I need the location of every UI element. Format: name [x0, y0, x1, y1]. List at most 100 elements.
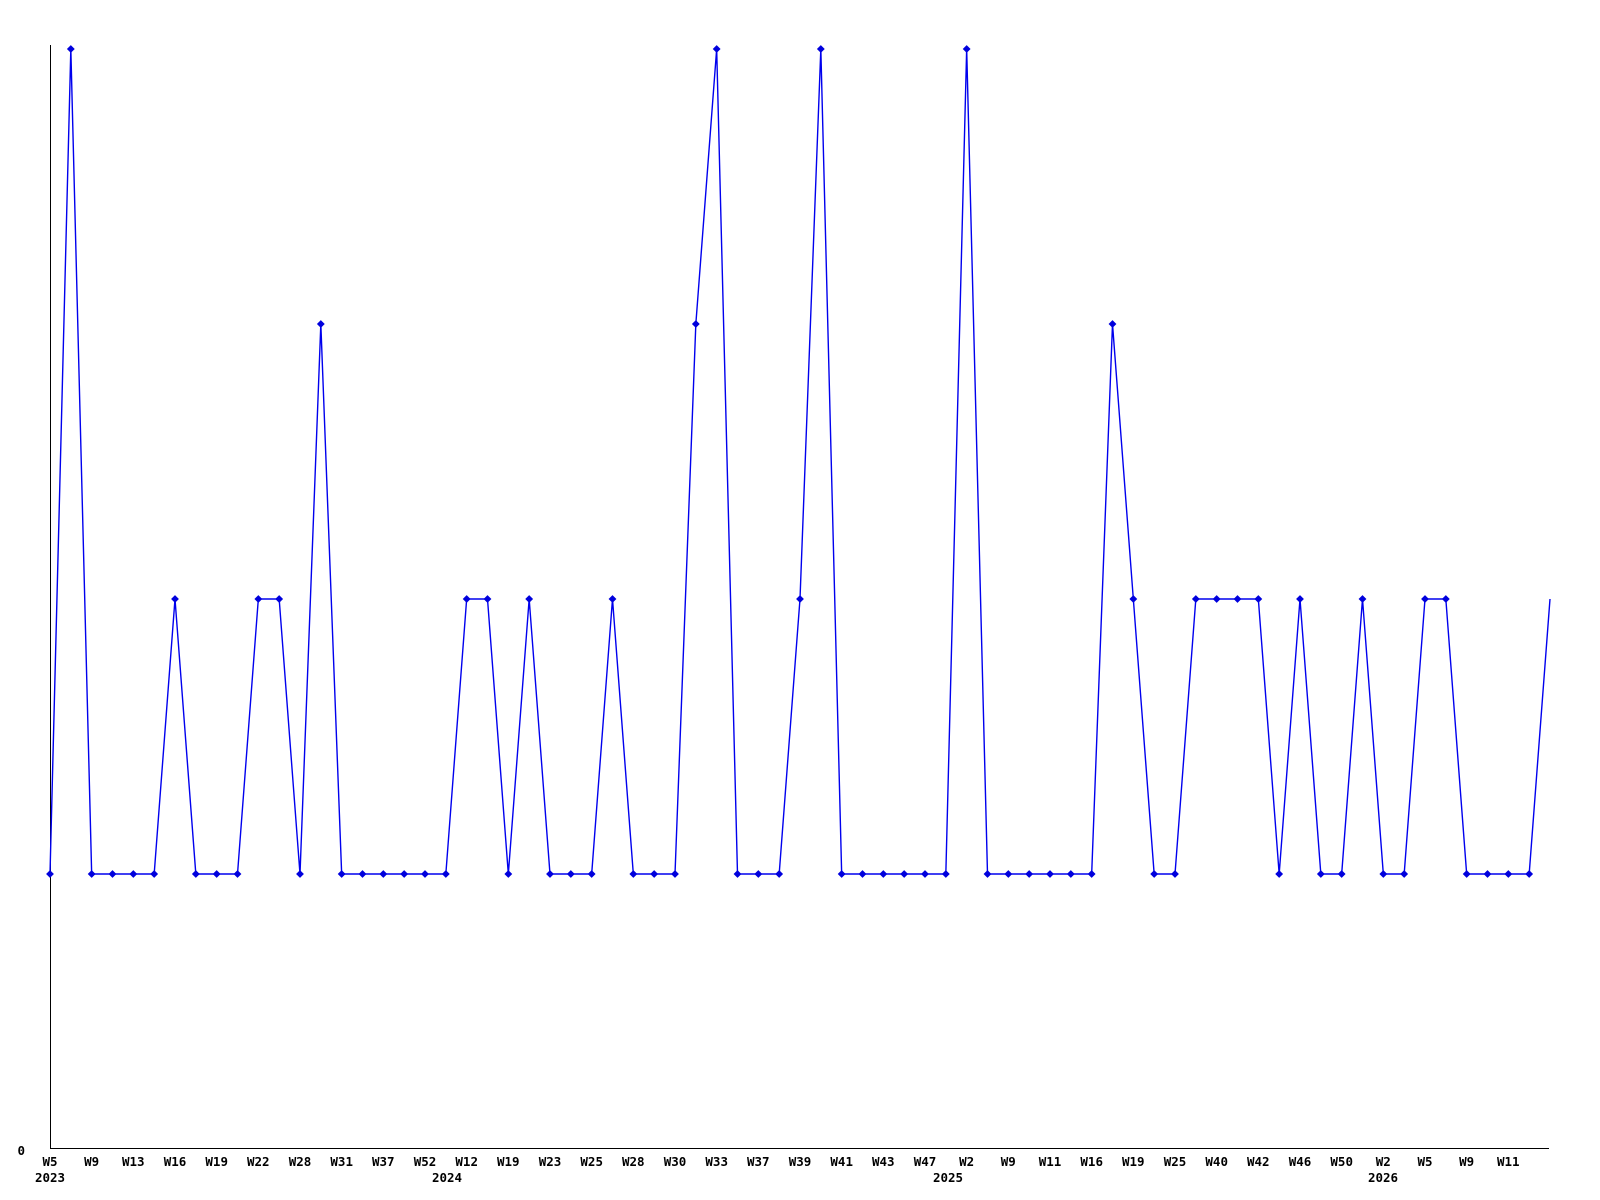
data-point-marker	[816, 45, 825, 53]
x-tick-label: W5	[42, 1154, 58, 1169]
data-point-marker	[1025, 870, 1034, 878]
data-point-marker	[1316, 870, 1325, 878]
x-tick-label: W33	[705, 1154, 728, 1169]
x-tick-label: W42	[1247, 1154, 1270, 1169]
x-tick-label: W25	[1163, 1154, 1187, 1169]
x-tick-label: W47	[913, 1154, 937, 1169]
x-tick-label: W19	[205, 1154, 228, 1169]
data-point-marker	[462, 595, 471, 603]
x-tick-label: W9	[84, 1154, 100, 1169]
x-tick-label: W28	[622, 1154, 645, 1169]
data-point-marker	[1296, 595, 1304, 603]
data-point-marker	[1421, 595, 1429, 603]
x-tick-label: W37	[372, 1154, 395, 1169]
year-label: 2024	[431, 1170, 463, 1185]
x-tick-label: W11	[1497, 1154, 1520, 1169]
y-axis-origin-label: 0	[17, 1143, 25, 1158]
data-point-marker	[191, 870, 200, 878]
x-tick-label: W16	[1080, 1154, 1103, 1169]
data-point-marker	[879, 870, 888, 878]
data-point-marker	[775, 870, 784, 878]
data-point-marker	[629, 870, 638, 878]
data-point-marker	[66, 45, 75, 53]
data-point-marker	[1275, 870, 1284, 878]
data-point-marker	[546, 870, 554, 878]
data-point-marker	[1483, 870, 1492, 878]
data-point-marker	[212, 870, 221, 878]
data-point-marker	[1046, 870, 1054, 878]
data-point-marker	[1066, 870, 1075, 878]
data-point-marker	[316, 320, 325, 328]
data-point-marker	[296, 870, 304, 878]
data-point-marker	[379, 870, 388, 878]
data-point-marker	[566, 870, 575, 878]
data-point-marker	[733, 870, 742, 878]
x-tick-label: W2	[1375, 1154, 1391, 1169]
data-point-marker	[1441, 595, 1450, 603]
data-point-marker	[858, 870, 867, 878]
data-point-marker	[691, 320, 700, 328]
data-point-marker	[754, 870, 763, 878]
data-point-marker	[233, 870, 242, 878]
data-point-marker	[1191, 595, 1200, 603]
x-tick-label: W25	[580, 1154, 603, 1169]
data-point-marker	[983, 870, 992, 878]
data-point-marker	[1212, 595, 1221, 603]
x-tick-label: W13	[122, 1154, 145, 1169]
data-point-marker	[1108, 320, 1117, 328]
data-point-marker	[1171, 870, 1179, 878]
data-point-marker	[1379, 870, 1388, 878]
data-point-marker	[129, 870, 138, 878]
year-label: 2023	[34, 1170, 66, 1185]
data-point-marker	[1504, 870, 1513, 878]
data-point-marker	[1525, 870, 1534, 878]
x-tick-label: W9	[1000, 1154, 1016, 1169]
data-series-line	[49, 48, 1551, 875]
data-point-marker	[150, 870, 159, 878]
data-point-marker	[608, 595, 617, 603]
x-tick-label: W31	[330, 1154, 353, 1169]
year-label: 2025	[932, 1170, 964, 1185]
data-point-marker	[504, 870, 513, 878]
x-tick-label: W16	[163, 1154, 187, 1169]
data-point-marker	[1087, 870, 1096, 878]
data-point-marker	[1400, 870, 1409, 878]
data-point-marker	[254, 595, 263, 603]
x-tick-label: W9	[1459, 1154, 1475, 1169]
data-point-marker	[1233, 595, 1242, 603]
data-point-marker	[921, 870, 929, 878]
data-point-marker	[941, 870, 950, 878]
data-point-marker	[171, 595, 179, 603]
data-point-marker	[400, 870, 409, 878]
data-point-marker	[1129, 595, 1138, 603]
data-point-marker	[1254, 595, 1263, 603]
data-point-marker	[1462, 870, 1471, 878]
data-point-marker	[837, 870, 846, 878]
data-point-marker	[1358, 595, 1367, 603]
data-point-marker	[275, 595, 284, 603]
data-point-marker	[1337, 870, 1346, 878]
x-tick-label: W19	[497, 1154, 520, 1169]
x-tick-label: W39	[788, 1154, 812, 1169]
data-point-marker	[587, 870, 596, 878]
data-point-marker	[421, 870, 429, 878]
data-point-marker	[108, 870, 117, 878]
x-tick-label: W22	[247, 1154, 270, 1169]
x-tick-label: W43	[872, 1154, 895, 1169]
data-point-marker	[796, 595, 804, 603]
data-point-marker	[650, 870, 659, 878]
x-tick-label: W52	[413, 1154, 437, 1169]
data-point-marker	[358, 870, 367, 878]
data-point-marker	[441, 870, 450, 878]
x-tick-label: W23	[538, 1154, 562, 1169]
x-tick-label: W50	[1330, 1154, 1353, 1169]
data-point-marker	[87, 870, 96, 878]
x-tick-label: W12	[455, 1154, 478, 1169]
x-tick-label: W41	[830, 1154, 853, 1169]
x-tick-label: W19	[1122, 1154, 1145, 1169]
data-point-marker	[483, 595, 492, 603]
x-tick-label: W46	[1288, 1154, 1312, 1169]
data-point-marker	[962, 45, 971, 53]
